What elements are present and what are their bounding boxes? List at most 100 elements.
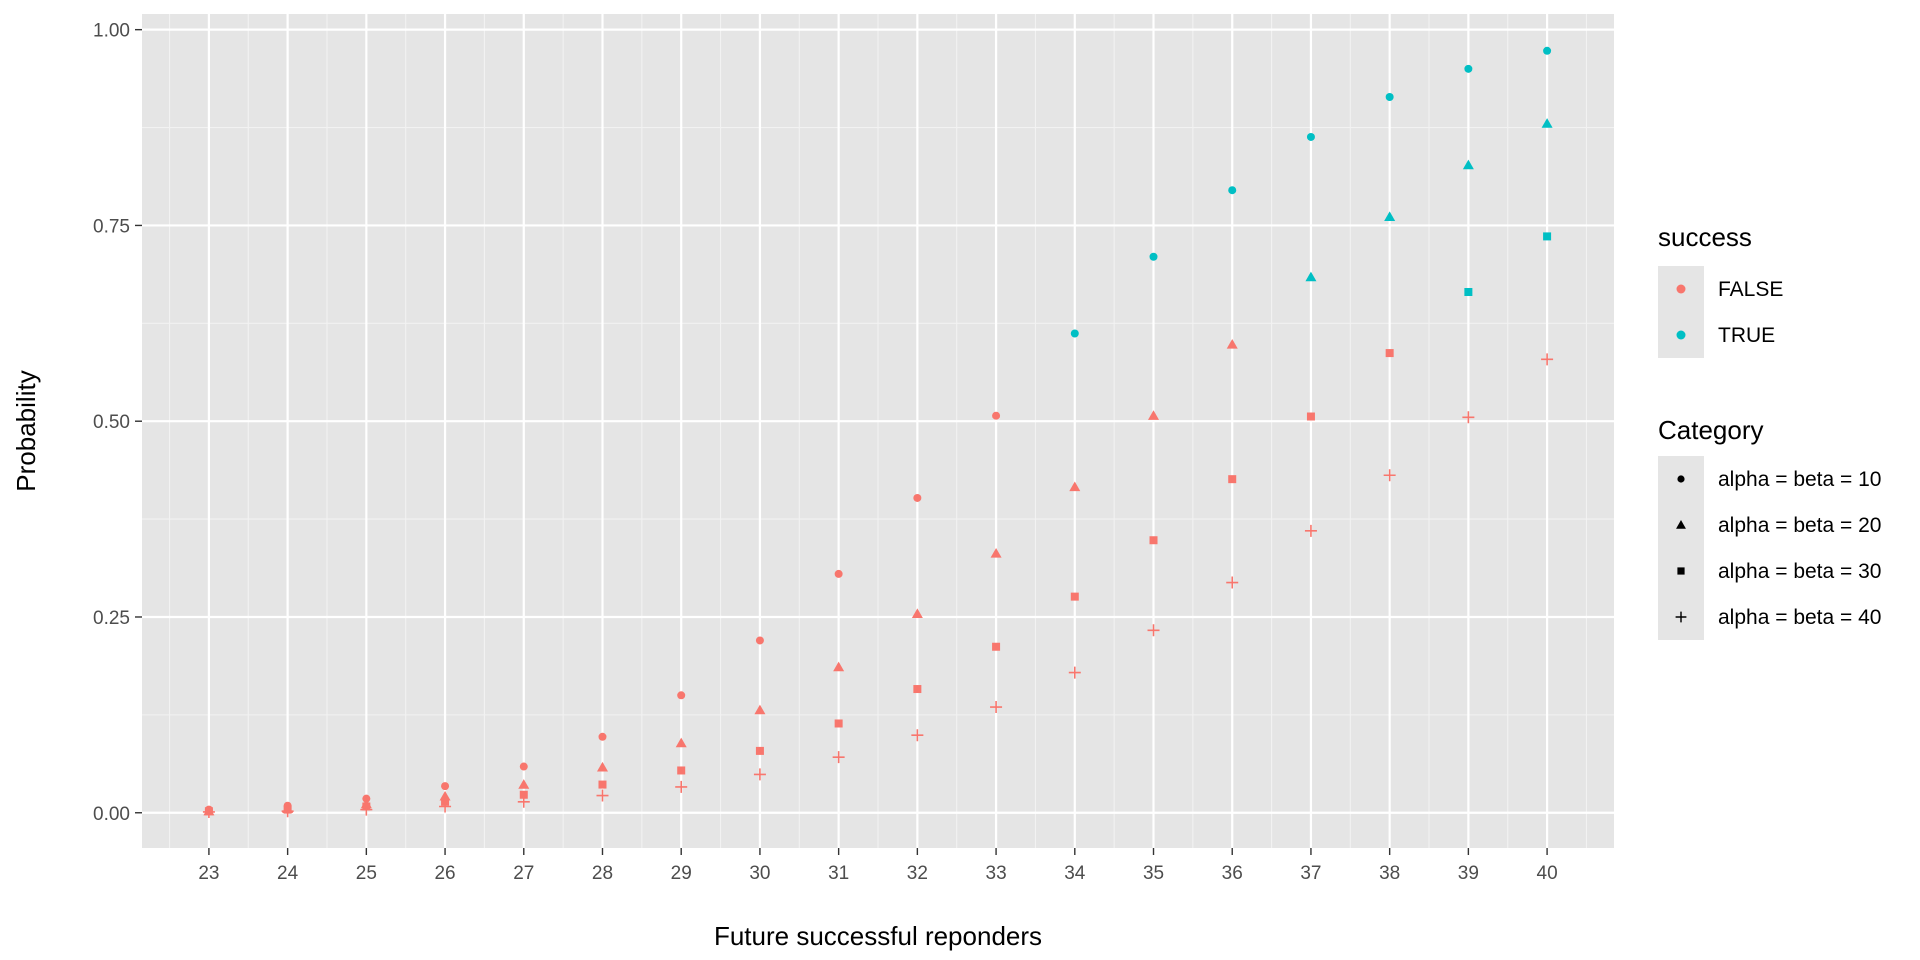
point-s4-x30 — [753, 768, 766, 781]
point-s4-x33 — [990, 701, 1003, 714]
point-s3-x31 — [834, 719, 843, 728]
point-s4-x37 — [1304, 524, 1317, 537]
grid-minor — [142, 14, 1614, 848]
point-s1-x27 — [519, 762, 528, 771]
point-s3-x36 — [1228, 475, 1237, 484]
point-s2-x31 — [833, 661, 845, 672]
legend-success-keys-bg — [1658, 266, 1704, 358]
legend-label-false: FALSE — [1718, 278, 1783, 301]
legend-label-category-2: alpha = beta = 20 — [1718, 514, 1881, 537]
legend-key-true — [1676, 330, 1686, 340]
x-tick-label-23: 23 — [198, 863, 219, 884]
point-s1-x29 — [677, 691, 686, 700]
point-s4-x35 — [1147, 624, 1160, 637]
point-s3-x30 — [755, 746, 764, 755]
point-s1-x40 — [1543, 46, 1552, 55]
x-tick-label-30: 30 — [749, 863, 770, 884]
point-s3-x40 — [1543, 232, 1552, 241]
point-s2-x32 — [911, 608, 923, 618]
x-tick-label-24: 24 — [277, 863, 299, 884]
point-s3-x33 — [992, 642, 1001, 651]
point-s1-x32 — [913, 493, 922, 502]
point-s2-x29 — [675, 737, 687, 748]
y-axis: 0.00 0.25 0.50 0.75 1.00 — [93, 21, 142, 825]
point-s1-x31 — [834, 569, 843, 578]
point-s4-x31 — [832, 751, 845, 764]
x-tick-label-26: 26 — [434, 863, 455, 884]
point-s2-x35 — [1148, 410, 1160, 420]
point-s2-x40 — [1541, 118, 1553, 128]
x-axis: 23 24 25 26 27 28 29 30 31 32 33 34 35 36 37 38 39 40 — [198, 848, 1558, 884]
point-s4-x25 — [360, 803, 373, 816]
x-tick-label-39: 39 — [1458, 863, 1479, 884]
legend-label-true: TRUE — [1718, 324, 1775, 347]
legend-category-title: Category — [1658, 415, 1764, 445]
y-tick-label-0.50: 0.50 — [93, 412, 130, 433]
grid-major — [142, 14, 1614, 848]
point-s2-x39 — [1462, 159, 1474, 170]
point-s4-x36 — [1226, 576, 1239, 589]
y-tick-label-1.00: 1.00 — [93, 21, 130, 42]
x-tick-label-25: 25 — [356, 863, 377, 884]
point-s4-x26 — [439, 800, 452, 813]
point-s1-x36 — [1228, 186, 1237, 195]
legend-key-category-4 — [1675, 611, 1687, 623]
point-s4-x27 — [517, 795, 530, 808]
y-axis-title: Probability — [11, 370, 41, 491]
legend-success: success FALSE TRUE — [1658, 222, 1783, 358]
point-s1-x26 — [441, 782, 450, 791]
point-s4-x38 — [1383, 469, 1396, 482]
x-tick-label-28: 28 — [592, 863, 613, 884]
legend-key-category-1 — [1677, 475, 1685, 483]
point-s1-x30 — [755, 636, 764, 645]
point-s1-x38 — [1385, 93, 1394, 102]
point-s2-x38 — [1384, 211, 1396, 221]
point-s3-x32 — [913, 685, 922, 694]
x-tick-label-32: 32 — [907, 863, 928, 884]
point-s2-x30 — [754, 704, 766, 715]
point-s3-x37 — [1306, 412, 1315, 421]
point-s4-x29 — [675, 780, 688, 793]
point-s4-x32 — [911, 729, 924, 742]
point-s3-x35 — [1149, 536, 1158, 545]
x-axis-title: Future successful reponders — [714, 921, 1042, 951]
point-s3-x28 — [598, 780, 607, 789]
point-s2-x36 — [1226, 338, 1238, 349]
x-tick-label-34: 34 — [1064, 863, 1086, 884]
legend-key-false — [1676, 284, 1686, 294]
x-tick-label-40: 40 — [1537, 863, 1558, 884]
point-s3-x39 — [1464, 288, 1473, 296]
point-s1-x33 — [992, 411, 1001, 420]
x-tick-label-35: 35 — [1143, 863, 1164, 884]
y-tick-label-0.25: 0.25 — [93, 608, 130, 629]
x-tick-label-27: 27 — [513, 863, 534, 884]
point-s2-x33 — [990, 548, 1002, 558]
point-s4-x39 — [1462, 411, 1475, 424]
y-tick-label-0.75: 0.75 — [93, 216, 130, 237]
point-s2-x34 — [1069, 481, 1081, 492]
legend-category: Category alpha = beta = 10 alpha = beta =… — [1658, 415, 1881, 640]
legend-key-category-3 — [1677, 567, 1685, 575]
x-tick-label-38: 38 — [1379, 863, 1400, 884]
point-s4-x34 — [1068, 666, 1081, 679]
point-s3-x38 — [1385, 349, 1394, 358]
x-tick-label-33: 33 — [986, 863, 1007, 884]
y-tick-label-0.00: 0.00 — [93, 804, 130, 825]
x-tick-label-37: 37 — [1300, 863, 1321, 884]
point-s1-x39 — [1464, 64, 1473, 73]
point-s3-x34 — [1070, 592, 1079, 601]
legend-success-title: success — [1658, 222, 1752, 252]
x-tick-label-29: 29 — [671, 863, 692, 884]
point-s1-x37 — [1306, 132, 1315, 141]
point-s4-x23 — [202, 805, 215, 818]
legend-label-category-4: alpha = beta = 40 — [1718, 606, 1881, 629]
point-s2-x27 — [518, 779, 530, 789]
point-s1-x34 — [1070, 329, 1079, 338]
legend-key-category-2 — [1676, 520, 1686, 529]
legend-label-category-1: alpha = beta = 10 — [1718, 468, 1881, 491]
point-s2-x37 — [1305, 271, 1317, 282]
point-s3-x27 — [519, 790, 528, 799]
point-s2-x28 — [596, 761, 608, 772]
point-s4-x40 — [1541, 353, 1554, 366]
